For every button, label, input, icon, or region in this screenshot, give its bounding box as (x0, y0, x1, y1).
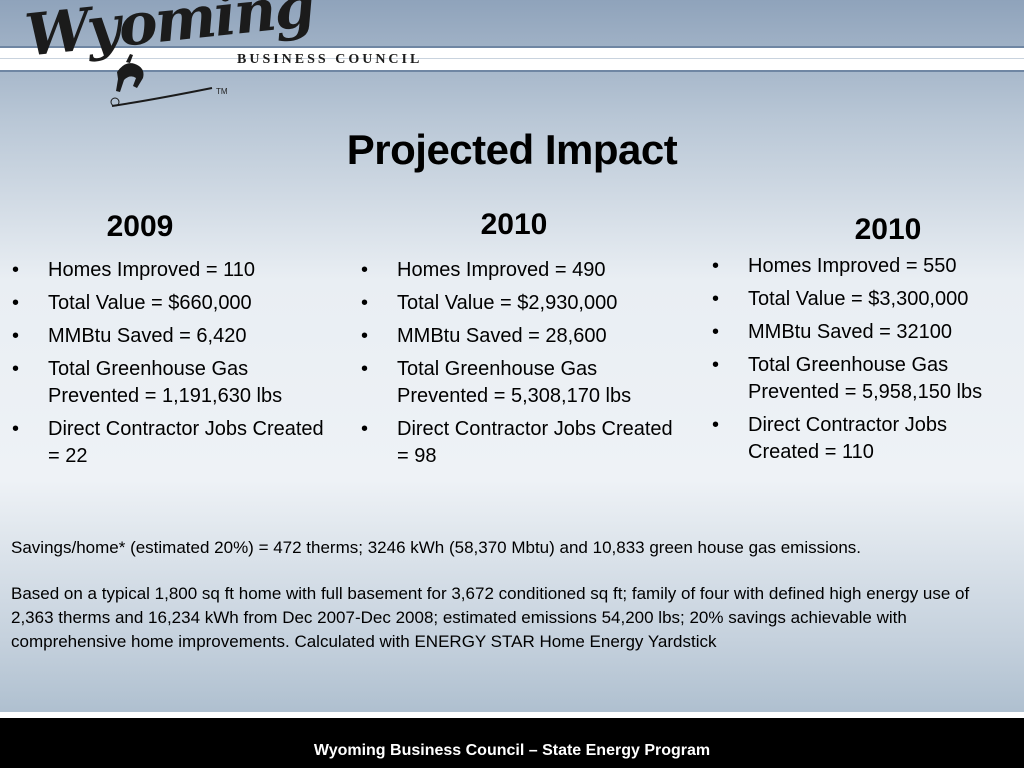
bucking-horse-icon (110, 54, 213, 107)
list-item: Homes Improved = 490 (359, 257, 689, 284)
column-list-2010-a: Homes Improved = 490 Total Value = $2,93… (359, 257, 689, 476)
column-list-2010-b: Homes Improved = 550 Total Value = $3,30… (710, 253, 1010, 472)
list-item: Total Value = $3,300,000 (710, 286, 1010, 313)
savings-note: Savings/home* (estimated 20%) = 472 ther… (11, 538, 862, 557)
list-item: Total Value = $2,930,000 (359, 290, 689, 317)
list-item: MMBtu Saved = 6,420 (10, 323, 340, 350)
column-year-2010-b: 2010 (854, 213, 922, 246)
list-item: Homes Improved = 110 (10, 257, 340, 284)
list-item: Direct Contractor Jobs Created = 22 (10, 416, 340, 470)
page-title: Projected Impact (346, 126, 678, 173)
list-item: Direct Contractor Jobs Created = 98 (359, 416, 689, 470)
list-item: MMBtu Saved = 28,600 (359, 323, 689, 350)
wyoming-logo: Wyoming TM (22, 0, 316, 112)
list-item: MMBtu Saved = 32100 (710, 319, 1010, 346)
list-item: Homes Improved = 550 (710, 253, 1010, 280)
basis-note: Based on a typical 1,800 sq ft home with… (11, 584, 970, 651)
column-list-2009: Homes Improved = 110 Total Value = $660,… (10, 257, 340, 476)
footer-text: Wyoming Business Council – State Energy … (313, 742, 711, 759)
footer-bar: Wyoming Business Council – State Energy … (0, 712, 1024, 768)
column-year-2010-a: 2010 (480, 208, 548, 241)
list-item: Total Greenhouse Gas Prevented = 5,308,1… (359, 356, 689, 410)
column-year-2009: 2009 (106, 210, 174, 243)
header-rule (0, 46, 1024, 72)
list-item: Total Greenhouse Gas Prevented = 5,958,1… (710, 352, 1010, 406)
list-item: Total Greenhouse Gas Prevented = 1,191,6… (10, 356, 340, 410)
trademark-mark: TM (216, 87, 228, 96)
list-item: Direct Contractor Jobs Created = 110 (710, 412, 1010, 466)
org-name: BUSINESS COUNCIL (237, 52, 423, 67)
list-item: Total Value = $660,000 (10, 290, 340, 317)
